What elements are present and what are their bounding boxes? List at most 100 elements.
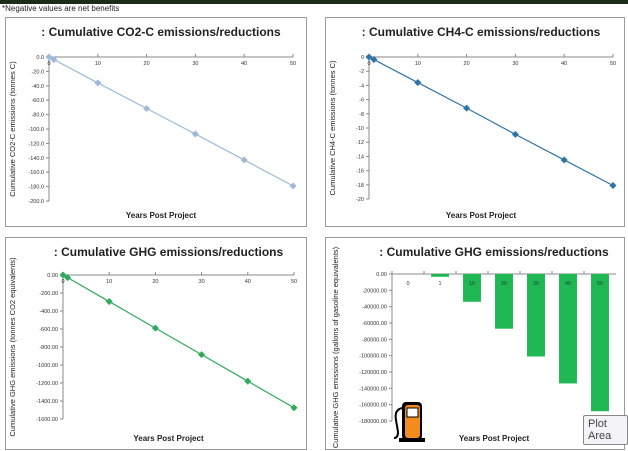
bar xyxy=(559,274,577,384)
y-tick-label: -120000.00 xyxy=(359,370,387,376)
x-axis-label: Years Post Project xyxy=(446,211,517,220)
y-tick-label: -4 xyxy=(359,83,364,89)
pump-hose xyxy=(393,407,403,439)
y-tick-label: -12 xyxy=(356,140,364,146)
data-point xyxy=(94,79,102,87)
data-point xyxy=(414,79,422,87)
y-tick-label: -40.0 xyxy=(31,84,44,90)
y-tick-label: -80000.00 xyxy=(362,337,387,343)
y-tick-label: -1400.00 xyxy=(36,399,58,405)
y-tick-label: -200.0 xyxy=(28,199,44,205)
pump-base xyxy=(399,438,425,442)
top-bar xyxy=(0,0,628,4)
y-tick-label: -140.0 xyxy=(28,156,44,162)
x-tick-label: 40 xyxy=(565,281,571,287)
note-text: *Negative values are net benefits xyxy=(2,4,120,13)
y-tick-label: -1000.00 xyxy=(36,363,58,369)
y-tick-label: -60000.00 xyxy=(362,321,387,327)
x-tick-label: 50 xyxy=(610,61,616,67)
y-tick-label: -40000.00 xyxy=(362,305,387,311)
bar xyxy=(527,274,545,357)
y-axis-label: Cumulative GHG emissions (tonnes CO2 equ… xyxy=(8,257,17,437)
data-point xyxy=(609,181,617,190)
y-tick-label: -100.0 xyxy=(28,127,44,133)
x-tick-label: 1 xyxy=(438,281,441,287)
y-tick-label: -160000.00 xyxy=(359,403,387,409)
data-point xyxy=(289,182,297,190)
y-tick-label: -10 xyxy=(356,126,364,132)
data-point xyxy=(244,377,252,385)
data-point xyxy=(463,104,471,112)
chart-panel[interactable]: : Cumulative GHG emissions/reductions Yea… xyxy=(325,237,625,450)
x-tick-label: 50 xyxy=(291,279,297,285)
series-line xyxy=(48,56,294,187)
y-axis-label: Cumulative GHG emissions (gallons of gas… xyxy=(331,246,340,448)
x-tick-label: 50 xyxy=(290,61,296,67)
chart-svg: : Cumulative GHG emissions/reductions Yea… xyxy=(331,245,616,448)
chart-title: : Cumulative CH4-C emissions/reductions xyxy=(362,25,601,39)
x-tick-label: 10 xyxy=(469,281,475,287)
x-tick-label: 20 xyxy=(152,279,158,285)
chart-svg: : Cumulative CH4-C emissions/reductions Y… xyxy=(328,25,617,220)
y-tick-label: -400.00 xyxy=(39,309,58,315)
x-tick-label: 30 xyxy=(199,279,205,285)
x-tick-label: 50 xyxy=(597,281,603,287)
y-tick-label: -160.0 xyxy=(28,170,44,176)
y-tick-label: -2 xyxy=(359,69,364,75)
y-tick-label: -200.00 xyxy=(39,291,58,297)
chart-panel[interactable]: : Cumulative CO2-C emissions/reductions Y… xyxy=(5,17,307,227)
bar xyxy=(463,274,481,302)
data-point xyxy=(290,404,298,412)
x-tick-label: 30 xyxy=(512,61,518,67)
y-tick-label: -80.0 xyxy=(31,113,44,119)
x-tick-label: 0 xyxy=(367,61,370,67)
y-tick-label: -20.0 xyxy=(31,69,44,75)
y-tick-label: -1200.00 xyxy=(36,381,58,387)
y-tick-label: -18 xyxy=(356,183,364,189)
y-tick-label: -60.0 xyxy=(31,98,44,104)
plot-area-tooltip: Plot Area xyxy=(583,415,628,445)
chart-svg: : Cumulative GHG emissions/reductions Yea… xyxy=(8,245,298,443)
y-tick-label: -100000.00 xyxy=(359,354,387,360)
y-tick-label: -800.00 xyxy=(39,345,58,351)
y-tick-label: -1600.00 xyxy=(36,417,58,423)
bar xyxy=(591,274,609,412)
y-tick-label: -6 xyxy=(359,98,364,104)
x-tick-label: 10 xyxy=(106,279,112,285)
chart-title: : Cumulative CO2-C emissions/reductions xyxy=(41,25,281,39)
x-tick-label: 20 xyxy=(464,61,470,67)
x-tick-label: 40 xyxy=(245,279,251,285)
y-tick-label: 0.0 xyxy=(36,55,44,61)
chart-panel[interactable]: : Cumulative CH4-C emissions/reductions Y… xyxy=(325,17,625,227)
data-point xyxy=(105,298,113,306)
y-tick-label: 0.00 xyxy=(47,273,58,279)
chart-title: : Cumulative GHG emissions/reductions xyxy=(54,245,284,259)
x-axis-label: Years Post Project xyxy=(459,434,530,443)
pump-display xyxy=(406,407,419,418)
y-tick-label: -120.0 xyxy=(28,141,44,147)
x-tick-label: 0 xyxy=(406,281,409,287)
chart-panel[interactable]: : Cumulative GHG emissions/reductions Yea… xyxy=(5,237,307,450)
y-tick-label: 0.00 xyxy=(376,272,387,278)
x-tick-label: 40 xyxy=(241,61,247,67)
y-tick-label: -14 xyxy=(356,154,364,160)
x-tick-label: 20 xyxy=(144,61,150,67)
gas-pump-icon xyxy=(393,402,425,442)
x-axis-label: Years Post Project xyxy=(133,434,204,443)
x-tick-label: 0 xyxy=(47,61,50,67)
y-tick-label: -140000.00 xyxy=(359,386,387,392)
data-point xyxy=(560,156,568,164)
y-tick-label: -600.00 xyxy=(39,327,58,333)
y-tick-label: -180000.00 xyxy=(359,419,387,425)
y-tick-label: -20000.00 xyxy=(362,288,387,294)
data-point xyxy=(143,104,151,113)
x-tick-label: 10 xyxy=(415,61,421,67)
data-point xyxy=(240,156,248,164)
bar xyxy=(431,274,449,277)
x-tick-label: 0 xyxy=(61,279,64,285)
bar xyxy=(495,274,513,329)
y-tick-label: -20 xyxy=(356,197,364,203)
data-point xyxy=(198,351,206,359)
x-tick-label: 20 xyxy=(501,281,507,287)
data-point xyxy=(365,53,373,61)
